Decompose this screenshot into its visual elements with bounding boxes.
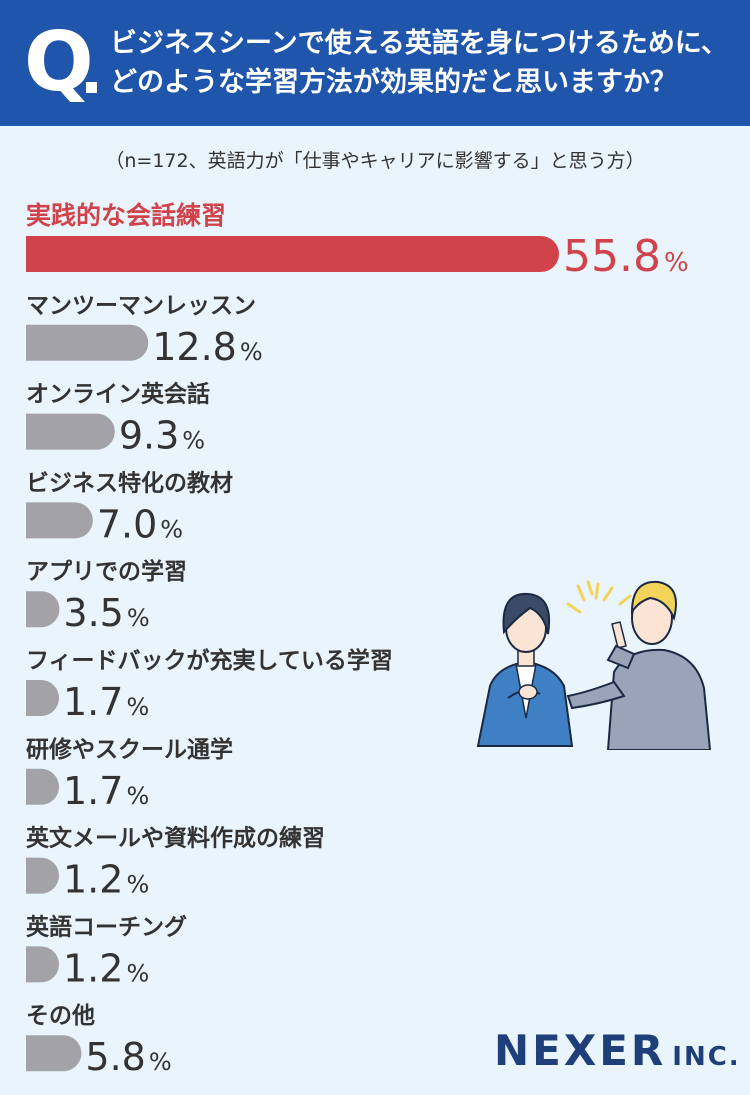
value-number: 1.2 [63, 946, 123, 990]
value-number: 3.5 [63, 591, 123, 635]
value-label: 12.8% [152, 325, 262, 369]
value-label: 1.7% [63, 680, 149, 724]
category-label: 英語コーチング [26, 913, 187, 940]
bar [26, 946, 60, 983]
category-label: オンライン英会話 [26, 381, 210, 408]
question-header: Q ビジネスシーンで使える英語を身につけるために、 どのような学習方法が効果的だ… [0, 0, 750, 126]
value-number: 9.3 [119, 414, 179, 458]
sample-note: （n=172、英語力が「仕事やキャリアに影響する」と思う方） [105, 150, 645, 172]
value-label: 55.8% [563, 231, 689, 282]
bar [26, 591, 60, 628]
value-label: 1.2% [63, 946, 149, 990]
q-letter: Q [24, 15, 94, 110]
category-label: 研修やスクール通学 [26, 736, 233, 763]
question-text: ビジネスシーンで使える英語を身につけるために、 どのような学習方法が効果的だと思… [110, 28, 729, 98]
unit-label: % [160, 515, 183, 543]
bar [26, 857, 60, 894]
category-label: 実践的な会話練習 [26, 201, 226, 230]
unit-label: % [126, 782, 149, 810]
brand-suffix: INC. [672, 1042, 741, 1072]
value-label: 1.2% [63, 858, 149, 902]
unit-label: % [126, 959, 149, 987]
value-label: 1.7% [63, 769, 149, 813]
brand-name: NEXER [494, 1026, 667, 1075]
category-label: マンツーマンレッスン [26, 293, 256, 319]
unit-label: % [240, 338, 263, 366]
value-number: 1.7 [63, 769, 123, 813]
bar [26, 680, 59, 716]
category-label: その他 [26, 1003, 95, 1029]
value-number: 12.8 [152, 325, 237, 369]
category-label: フィードバックが充実している学習 [26, 647, 393, 674]
business-people-illustration [476, 580, 712, 750]
value-number: 1.2 [63, 858, 123, 902]
unit-label: % [126, 693, 149, 721]
q-dot [86, 82, 97, 93]
bar [26, 1035, 82, 1072]
bar [26, 413, 115, 450]
value-label: 3.5% [63, 591, 149, 635]
value-label: 9.3% [119, 414, 205, 458]
bar [26, 236, 559, 272]
category-label: アプリでの学習 [26, 558, 187, 585]
unit-label: % [126, 871, 149, 899]
unit-label: % [149, 1048, 172, 1076]
unit-label: % [127, 604, 150, 632]
bar [26, 768, 60, 805]
unit-label: % [182, 427, 205, 455]
category-label: ビジネス特化の教材 [26, 469, 233, 496]
bar [26, 324, 149, 361]
value-number: 7.0 [97, 502, 157, 546]
unit-label: % [664, 248, 689, 278]
value-number: 55.8 [563, 231, 661, 282]
category-label: 英文メールや資料作成の練習 [26, 825, 325, 852]
company-logo: NEXER INC. [494, 1026, 741, 1075]
value-number: 1.7 [63, 680, 123, 724]
value-label: 7.0% [97, 502, 183, 546]
value-number: 5.8 [85, 1035, 145, 1079]
value-label: 5.8% [85, 1035, 171, 1079]
bar [26, 502, 93, 539]
